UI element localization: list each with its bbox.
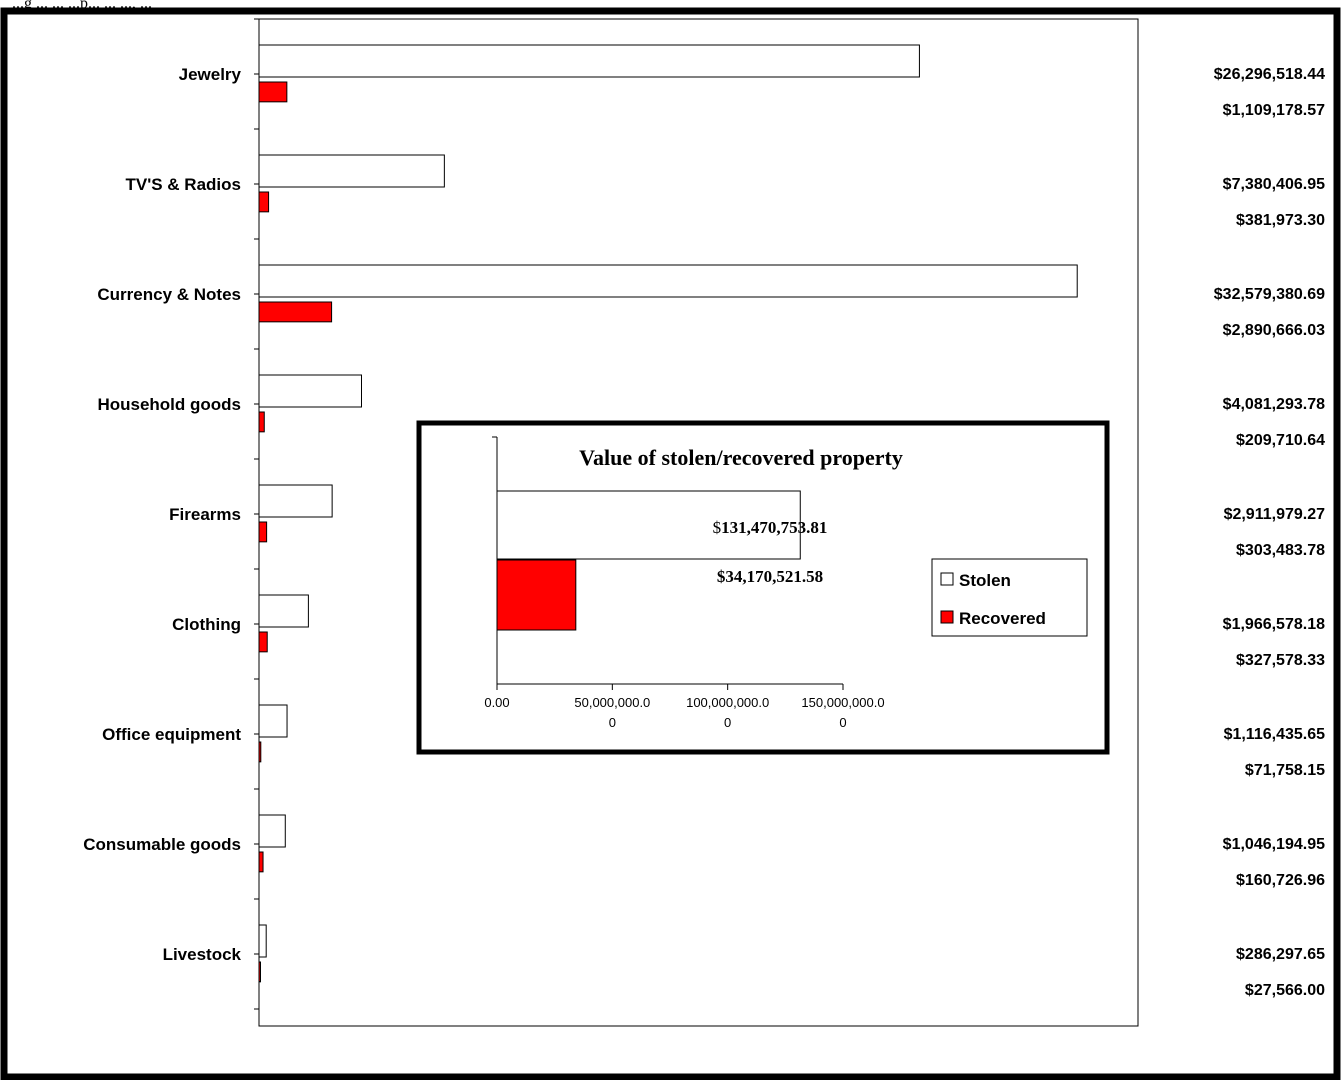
category-label-tv-s-radios: TV'S & Radios: [125, 175, 241, 194]
bar-stolen-clothing: [258, 594, 309, 628]
bar-recovered-clothing: [258, 631, 268, 653]
bar-stolen-livestock: [258, 924, 267, 958]
bar-recovered-office-equipment: [258, 741, 262, 763]
bar-recovered-jewelry: [258, 81, 288, 103]
bar-stolen-jewelry: [258, 44, 920, 78]
bar-recovered-currency-notes: [258, 301, 333, 323]
y-axis-ticks: [254, 18, 259, 1010]
bar-stolen-office-equipment: [258, 704, 288, 738]
bar-recovered-consumable-goods: [258, 851, 264, 873]
inset-x-tick-label: 0.00: [484, 695, 509, 710]
outer-frame: [0, 7, 1341, 1080]
value-label-stolen-currency-notes: $32,579,380.69: [1214, 286, 1325, 303]
category-label-consumable-goods: Consumable goods: [83, 835, 241, 854]
bar-stolen-consumable-goods: [258, 814, 286, 848]
category-label-firearms: Firearms: [169, 505, 241, 524]
category-label-jewelry: Jewelry: [179, 65, 242, 84]
value-label-stolen-tv-s-radios: $7,380,406.95: [1223, 176, 1325, 193]
category-label-household-goods: Household goods: [97, 395, 241, 414]
inset-x-tick-label-line2: 0: [609, 715, 616, 730]
value-label-stolen-clothing: $1,966,578.18: [1223, 616, 1325, 633]
value-label-stolen-livestock: $286,297.65: [1236, 946, 1325, 963]
inset-x-tick-label: 50,000,000.0: [574, 695, 650, 710]
legend-label-recovered: Recovered: [959, 609, 1046, 628]
legend-label-stolen: Stolen: [959, 571, 1011, 590]
inset-x-ticks: 0.00 50,000,000.0 0 100,000,000.0 0 150,000,0…: [484, 684, 885, 730]
inset-chart: Value of stolen/recovered property 0.00 5…: [416, 420, 1110, 755]
category-label-office-equipment: Office equipment: [102, 725, 241, 744]
inset-x-tick-label: 150,000,000.0: [801, 695, 884, 710]
value-label-recovered-currency-notes: $2,890,666.03: [1223, 322, 1325, 339]
value-label-recovered-household-goods: $209,710.64: [1236, 432, 1325, 449]
bar-stolen-firearms: [258, 484, 333, 518]
bar-stolen-household-goods: [258, 374, 362, 408]
legend-box: [931, 558, 1088, 637]
value-label-recovered-livestock: $27,566.00: [1245, 982, 1325, 999]
legend-swatch-stolen: [940, 572, 954, 586]
value-label-recovered-clothing: $327,578.33: [1236, 652, 1325, 669]
inset-bar-stolen: [496, 490, 801, 560]
category-label-livestock: Livestock: [163, 945, 242, 964]
inset-x-tick-label-line2: 0: [839, 715, 846, 730]
legend-swatch-recovered: [940, 610, 954, 624]
category-label-clothing: Clothing: [172, 615, 241, 634]
value-label-stolen-household-goods: $4,081,293.78: [1223, 396, 1325, 413]
value-label-recovered-office-equipment: $71,758.15: [1245, 762, 1325, 779]
bar-stolen-currency-notes: [258, 264, 1078, 298]
inset-stolen-value: 131,470,753.81: [721, 518, 827, 537]
bar-stolen-tv-s-radios: [258, 154, 445, 188]
value-labels: $26,296,518.44 $1,109,178.57 $7,380,406.95…: [1214, 66, 1325, 999]
inset-bars: [496, 490, 801, 631]
inset-stolen-value-label: $131,470,753.81: [713, 518, 828, 537]
value-label-stolen-firearms: $2,911,979.27: [1224, 506, 1326, 523]
inset-x-tick-label: 100,000,000.0: [686, 695, 769, 710]
inset-stolen-prefix: $: [713, 518, 722, 537]
inset-x-tick-label-line2: 0: [724, 715, 731, 730]
value-label-stolen-jewelry: $26,296,518.44: [1214, 66, 1325, 83]
bar-recovered-livestock: [258, 961, 261, 983]
bar-recovered-firearms: [258, 521, 268, 543]
category-label-currency-notes: Currency & Notes: [97, 285, 241, 304]
main-bars: [258, 44, 1078, 983]
inset-bar-recovered: [496, 559, 577, 631]
value-label-recovered-consumable-goods: $160,726.96: [1236, 872, 1325, 889]
bar-recovered-household-goods: [258, 411, 265, 433]
legend: Stolen Recovered: [931, 558, 1088, 637]
inset-recovered-value-label: $34,170,521.58: [717, 567, 823, 586]
value-label-recovered-jewelry: $1,109,178.57: [1223, 102, 1325, 119]
value-label-recovered-firearms: $303,483.78: [1236, 542, 1325, 559]
value-label-stolen-office-equipment: $1,116,435.65: [1224, 726, 1326, 743]
category-labels: Jewelry TV'S & Radios Currency & Notes Hous…: [83, 65, 241, 964]
value-label-stolen-consumable-goods: $1,046,194.95: [1223, 836, 1325, 853]
bar-recovered-tv-s-radios: [258, 191, 270, 213]
inset-title: Value of stolen/recovered property: [579, 445, 903, 470]
value-label-recovered-tv-s-radios: $381,973.30: [1236, 212, 1325, 229]
